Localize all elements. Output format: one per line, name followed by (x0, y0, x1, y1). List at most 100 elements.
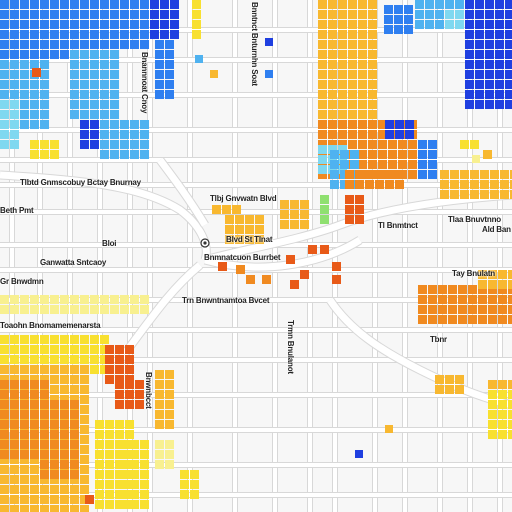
heatmap-cell (345, 215, 354, 224)
heatmap-cell (300, 220, 309, 229)
heatmap-cell (135, 400, 144, 409)
heatmap-cell (348, 20, 357, 29)
heatmap-cell (50, 470, 59, 479)
heatmap-cell (105, 365, 114, 374)
heatmap-cell (70, 385, 79, 394)
heatmap-cell (50, 10, 59, 19)
heatmap-cell (460, 190, 469, 199)
heatmap-cell (125, 450, 134, 459)
heatmap-cell (70, 425, 79, 434)
street-label: Ald Ban (482, 225, 511, 234)
heatmap-cell (428, 170, 437, 179)
heatmap-cell (378, 150, 387, 159)
heatmap-cell (50, 30, 59, 39)
heatmap-cell (50, 505, 59, 512)
heatmap-cell (140, 40, 149, 49)
heatmap-cell (192, 20, 201, 29)
heatmap-cell (50, 445, 59, 454)
heatmap-cell (150, 30, 159, 39)
heatmap-cell (505, 90, 512, 99)
heatmap-cell (120, 490, 129, 499)
heatmap-cell (50, 450, 59, 459)
heatmap-cell (332, 275, 341, 284)
heatmap-cell (440, 190, 449, 199)
heatmap-cell (192, 10, 201, 19)
heatmap-cell (50, 410, 59, 419)
heatmap-cell (328, 80, 337, 89)
heatmap-cell (348, 140, 357, 149)
heatmap-cell (320, 195, 329, 204)
heatmap-cell (140, 30, 149, 39)
heatmap-cell (70, 505, 79, 512)
heatmap-cell (130, 40, 139, 49)
heatmap-cell (350, 170, 359, 179)
heatmap-cell (20, 100, 29, 109)
heatmap-cell (90, 295, 99, 304)
heatmap-cell (130, 20, 139, 29)
heatmap-cell (140, 460, 149, 469)
heatmap-cell (358, 100, 367, 109)
heatmap-cell (505, 0, 512, 9)
heatmap-cell (115, 400, 124, 409)
heatmap-cell (498, 430, 507, 439)
heatmap-cell (85, 495, 94, 504)
map-pin-icon (355, 450, 363, 458)
heatmap-cell (290, 280, 299, 289)
heatmap-cell (30, 30, 39, 39)
heatmap-cell (338, 90, 347, 99)
heatmap-cell (120, 305, 129, 314)
heatmap-cell (105, 420, 114, 429)
heatmap-cell (150, 10, 159, 19)
heatmap-cell (488, 295, 497, 304)
heatmap-cell (338, 10, 347, 19)
heatmap-cell (170, 10, 179, 19)
heatmap-cell (498, 305, 507, 314)
heatmap-cell (495, 30, 504, 39)
heatmap-cell (465, 20, 474, 29)
heatmap-cell (40, 375, 49, 384)
heatmap-cell (455, 385, 464, 394)
heatmap-cell (398, 140, 407, 149)
heatmap-cell (460, 140, 469, 149)
heatmap-cell (448, 315, 457, 324)
heatmap-cell (10, 305, 19, 314)
heatmap-cell (348, 90, 357, 99)
heatmap-cell (280, 210, 289, 219)
heatmap-cell (10, 365, 19, 374)
heatmap-cell (50, 415, 59, 424)
heatmap-cell (50, 50, 59, 59)
heatmap-cell (328, 120, 337, 129)
heatmap-cell (500, 190, 509, 199)
heatmap-cell (10, 390, 19, 399)
heatmap-cell (110, 40, 119, 49)
heatmap-cell (70, 355, 79, 364)
heatmap-cell (0, 295, 9, 304)
heatmap-cell (30, 385, 39, 394)
heatmap-cell (60, 30, 69, 39)
heatmap-cell (10, 505, 19, 512)
heatmap-cell (190, 480, 199, 489)
heatmap-cell (100, 365, 109, 374)
heatmap-cell (368, 40, 377, 49)
street-label: Bnwnbcct (144, 372, 153, 409)
heatmap-cell (498, 400, 507, 409)
heatmap-cell (90, 355, 99, 364)
heatmap-cell (80, 20, 89, 29)
heatmap-cell (60, 495, 69, 504)
heatmap-cell (70, 90, 79, 99)
heatmap-cell (418, 285, 427, 294)
heatmap-cell (32, 68, 41, 77)
heatmap-cell (155, 60, 164, 69)
heatmap-cell (40, 410, 49, 419)
heatmap-cell (80, 485, 89, 494)
heatmap-cell (338, 80, 347, 89)
heatmap-cell (90, 90, 99, 99)
heatmap-cell (60, 40, 69, 49)
heatmap-cell (160, 10, 169, 19)
heatmap-cell (478, 280, 487, 289)
heatmap-cell (125, 345, 134, 354)
map-pin-icon (385, 425, 393, 433)
heatmap-cell (30, 10, 39, 19)
